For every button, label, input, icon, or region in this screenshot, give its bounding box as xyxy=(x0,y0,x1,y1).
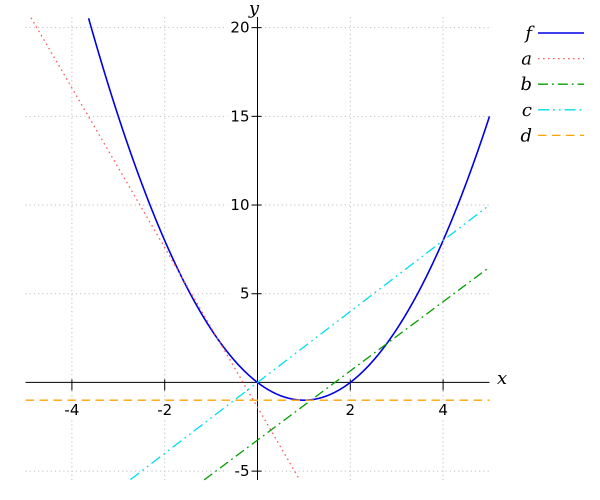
y-tick-label-backing xyxy=(227,463,252,480)
legend-label-f: f xyxy=(523,23,535,44)
y-tick-label-backing xyxy=(227,19,252,36)
series-curves xyxy=(25,17,491,481)
legend-item-b: b xyxy=(520,74,584,95)
legend-label-d: d xyxy=(520,125,532,146)
x-tick-label: -2 xyxy=(157,401,172,419)
y-tick-label-backing xyxy=(227,197,252,214)
x-tick-label: 2 xyxy=(346,401,356,419)
x-tick-label-backing xyxy=(58,402,85,418)
x-tick-label: 4 xyxy=(438,401,448,419)
x-tick-label: -4 xyxy=(64,401,79,419)
y-tick-label: 5 xyxy=(240,285,250,303)
legend-item-f: f xyxy=(523,23,584,44)
legend-label-b: b xyxy=(520,74,532,95)
y-axis-label: y xyxy=(248,0,260,19)
y-tick-label-backing xyxy=(227,285,252,302)
legend-item-d: d xyxy=(520,125,584,146)
legend-label-c: c xyxy=(522,100,532,121)
legend-item-c: c xyxy=(522,100,584,121)
y-tick-label-backing xyxy=(227,108,252,125)
x-tick-label-backing xyxy=(430,402,457,418)
y-tick-label: 20 xyxy=(230,19,249,37)
legend-label-a: a xyxy=(521,49,532,70)
tick-labels: -4 -2 2 4 -5 5 10 15 20 xyxy=(58,19,457,480)
series-a-curve xyxy=(30,17,301,481)
x-tick-label-backing xyxy=(337,402,364,418)
y-tick-label: 15 xyxy=(230,107,249,125)
series-c-curve xyxy=(129,204,490,481)
x-tick-label-backing xyxy=(151,402,178,418)
y-tick-label: -5 xyxy=(235,462,250,480)
y-tick-label: 10 xyxy=(230,196,249,214)
axes xyxy=(25,17,490,480)
legend-item-a: a xyxy=(521,49,584,70)
x-axis-label: x xyxy=(497,368,507,389)
series-f-curve xyxy=(87,18,491,401)
